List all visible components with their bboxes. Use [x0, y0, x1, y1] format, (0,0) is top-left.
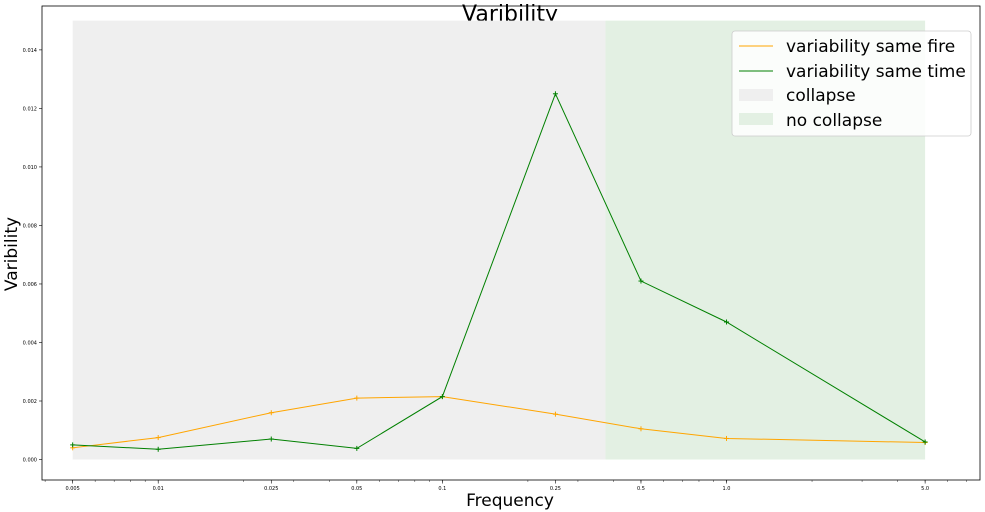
- legend-label-same-fire: variability same fire: [786, 37, 955, 57]
- y-tick-label: 0.010: [23, 165, 37, 171]
- x-tick-label: 0.005: [65, 486, 79, 492]
- y-tick-label: 0.004: [23, 340, 37, 346]
- legend-label-collapse: collapse: [786, 86, 856, 106]
- x-tick-label: 1.0: [723, 486, 731, 492]
- y-tick-label: 0.000: [23, 458, 37, 464]
- legend-swatch-no-collapse: [739, 113, 773, 125]
- y-tick-label: 0.014: [23, 48, 37, 54]
- x-tick-label: 5.0: [921, 486, 929, 492]
- x-tick-label: 0.25: [550, 486, 561, 492]
- plot-frame: [41, 5, 981, 481]
- y-tick-label: 0.006: [23, 282, 37, 288]
- y-axis-label: Varibility: [2, 217, 22, 291]
- y-tick-label: 0.012: [23, 106, 37, 112]
- legend-label-same-time: variability same time: [786, 62, 966, 82]
- y-tick-label: 0.008: [23, 223, 37, 229]
- shaded-regions: [72, 20, 926, 460]
- y-axis: 0.000 0.002 0.004 0.006 0.008 0.010 0.012 0.014: [23, 48, 42, 464]
- series-lines: [70, 91, 928, 452]
- legend: variability same fire variability same t…: [731, 30, 972, 137]
- legend-label-no-collapse: no collapse: [786, 111, 882, 131]
- x-tick-label: 0.5: [637, 486, 645, 492]
- x-axis: 0.005 0.01 0.025 0.05 0.1 0.25 0.5 1.0 5.0: [44, 480, 967, 492]
- x-tick-label: 0.025: [264, 486, 278, 492]
- legend-swatch-collapse: [739, 89, 773, 101]
- x-tick-label: 0.01: [153, 486, 164, 492]
- y-tick-label: 0.002: [23, 399, 37, 405]
- x-tick-label: 0.1: [438, 486, 446, 492]
- x-axis-label: Frequency: [466, 491, 554, 511]
- x-tick-label: 0.05: [351, 486, 362, 492]
- legend-box: [731, 30, 972, 137]
- region-collapse: [72, 20, 606, 460]
